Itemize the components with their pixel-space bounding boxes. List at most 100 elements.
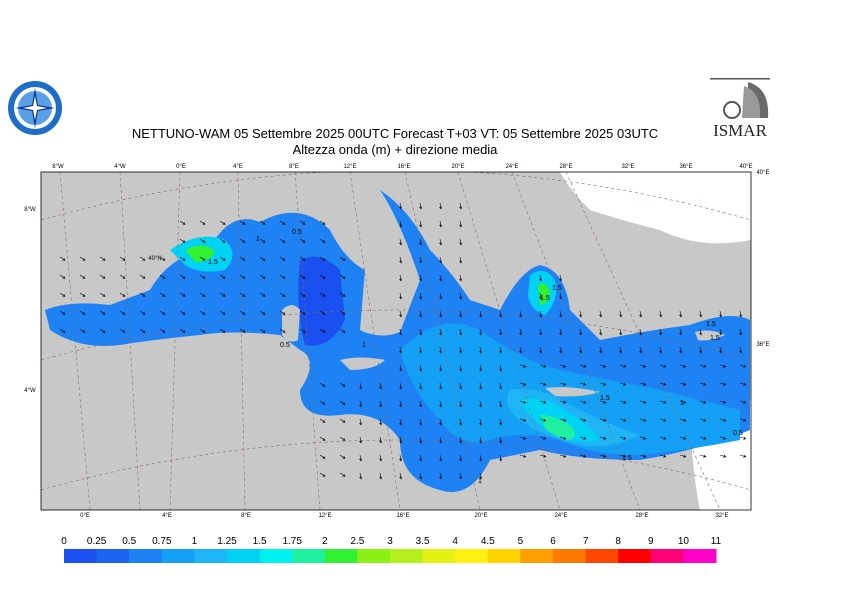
direction-arrow bbox=[99, 328, 106, 333]
contour-label: 1.5 bbox=[706, 321, 716, 328]
direction-arrow bbox=[299, 238, 306, 243]
direction-arrow bbox=[539, 310, 543, 318]
direction-arrow bbox=[399, 310, 403, 318]
legend-swatch bbox=[422, 549, 456, 563]
direction-arrow bbox=[659, 310, 663, 318]
lon-label: 40°E bbox=[739, 164, 752, 170]
direction-arrow bbox=[259, 310, 266, 315]
direction-arrow bbox=[499, 328, 503, 336]
direction-arrow bbox=[399, 346, 403, 354]
direction-arrow bbox=[319, 310, 326, 315]
direction-arrow bbox=[299, 292, 306, 297]
direction-arrow bbox=[479, 436, 483, 444]
legend-swatch bbox=[618, 549, 652, 563]
direction-arrow bbox=[299, 328, 306, 333]
direction-arrow bbox=[239, 220, 246, 225]
direction-arrow bbox=[639, 400, 647, 404]
direction-arrow bbox=[419, 418, 423, 426]
lon-label: 4°W bbox=[114, 164, 126, 170]
direction-arrow bbox=[199, 328, 206, 333]
direction-arrow bbox=[479, 310, 483, 318]
lon-label: 0°E bbox=[80, 513, 90, 519]
lon-label: 12°E bbox=[343, 164, 356, 170]
lat-label: 40°N bbox=[148, 256, 161, 262]
direction-arrow bbox=[619, 454, 627, 458]
direction-arrow bbox=[439, 220, 443, 228]
direction-arrow bbox=[519, 364, 527, 368]
direction-arrow bbox=[599, 418, 607, 422]
direction-arrow bbox=[379, 418, 383, 426]
direction-arrow bbox=[399, 454, 403, 462]
direction-arrow bbox=[319, 274, 326, 279]
direction-arrow bbox=[699, 382, 707, 386]
direction-arrow bbox=[739, 400, 747, 404]
direction-arrow bbox=[99, 292, 106, 297]
direction-arrow bbox=[219, 256, 226, 261]
legend-label: 4 bbox=[452, 536, 458, 547]
direction-arrow bbox=[599, 346, 603, 354]
direction-arrow bbox=[79, 292, 86, 297]
direction-arrow bbox=[259, 238, 266, 243]
direction-arrow bbox=[119, 292, 126, 297]
direction-arrow bbox=[179, 292, 186, 297]
direction-arrow bbox=[479, 400, 483, 408]
direction-arrow bbox=[99, 274, 106, 279]
direction-arrow bbox=[139, 256, 146, 261]
direction-arrow bbox=[79, 328, 86, 333]
direction-arrow bbox=[459, 364, 463, 372]
direction-arrow bbox=[359, 418, 363, 426]
direction-arrow bbox=[459, 418, 463, 426]
direction-arrow bbox=[479, 472, 483, 480]
direction-arrow bbox=[499, 364, 503, 372]
lon-label: 20°E bbox=[451, 164, 464, 170]
direction-arrow bbox=[319, 292, 326, 297]
direction-arrow bbox=[679, 328, 683, 336]
direction-arrow bbox=[339, 436, 346, 441]
direction-arrow bbox=[479, 454, 483, 462]
direction-arrow bbox=[499, 346, 503, 354]
direction-arrow bbox=[699, 400, 707, 404]
direction-arrow bbox=[739, 364, 747, 368]
direction-arrow bbox=[219, 292, 226, 297]
direction-arrow bbox=[419, 310, 423, 318]
direction-arrow bbox=[499, 400, 503, 408]
color-legend: 0 0.25 0.5 0.75 1 1.25 1.5 1.75 2 2.5 3 3.5 4 4.5 5 6 7 8… bbox=[61, 536, 722, 563]
direction-arrow bbox=[459, 436, 463, 444]
direction-arrow bbox=[599, 400, 607, 404]
direction-arrow bbox=[139, 310, 146, 315]
direction-arrow bbox=[59, 274, 66, 279]
direction-arrow bbox=[59, 256, 66, 261]
direction-arrow bbox=[399, 364, 403, 372]
direction-arrow bbox=[379, 382, 383, 390]
contour-label: 1.5 bbox=[710, 335, 720, 342]
direction-arrow bbox=[579, 364, 587, 368]
direction-arrow bbox=[659, 418, 667, 422]
direction-arrow bbox=[459, 382, 463, 390]
contour-label: 1.5 bbox=[552, 285, 562, 292]
direction-arrow bbox=[419, 220, 423, 228]
direction-arrow bbox=[619, 418, 627, 422]
direction-arrow bbox=[259, 256, 266, 261]
legend-label: 0.25 bbox=[87, 536, 107, 547]
direction-arrow bbox=[459, 454, 463, 462]
direction-arrow bbox=[219, 328, 226, 333]
wave-area bbox=[538, 283, 550, 305]
legend-label: 3.5 bbox=[416, 536, 430, 547]
direction-arrow bbox=[99, 256, 106, 261]
direction-arrow bbox=[419, 382, 423, 390]
direction-arrow bbox=[319, 454, 326, 459]
map-title: NETTUNO-WAM 05 Settembre 2025 00UTC Fore… bbox=[131, 126, 659, 141]
direction-arrow bbox=[319, 472, 326, 477]
direction-arrow bbox=[659, 364, 667, 368]
direction-arrow bbox=[679, 346, 683, 354]
direction-arrow bbox=[239, 292, 246, 297]
direction-arrow bbox=[399, 472, 403, 480]
direction-arrow bbox=[479, 382, 483, 390]
direction-arrow bbox=[439, 454, 443, 462]
direction-arrow bbox=[579, 418, 587, 422]
direction-arrow bbox=[459, 292, 463, 300]
direction-arrow bbox=[639, 328, 643, 336]
direction-arrow bbox=[239, 238, 246, 243]
graticule bbox=[41, 172, 751, 510]
direction-arrow bbox=[399, 220, 403, 228]
